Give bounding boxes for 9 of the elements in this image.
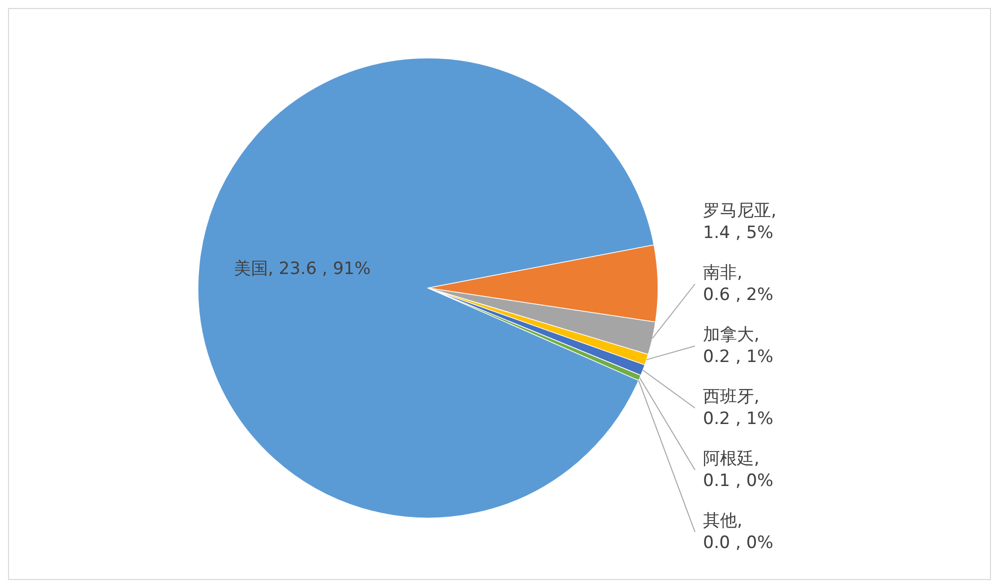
slice-label: 美国 bbox=[234, 258, 268, 279]
pie-slice bbox=[198, 58, 654, 518]
slice-label: 西班牙 bbox=[703, 387, 754, 407]
category-label: 其他 bbox=[703, 511, 737, 531]
slice-label: 阿根廷 bbox=[703, 449, 754, 469]
slice-label: 加拿大 bbox=[703, 325, 754, 345]
slice-label: 南非 bbox=[703, 263, 737, 283]
data-label: , 23.6 , 91% bbox=[268, 258, 371, 279]
slice-label: 罗马尼亚 bbox=[703, 201, 771, 221]
